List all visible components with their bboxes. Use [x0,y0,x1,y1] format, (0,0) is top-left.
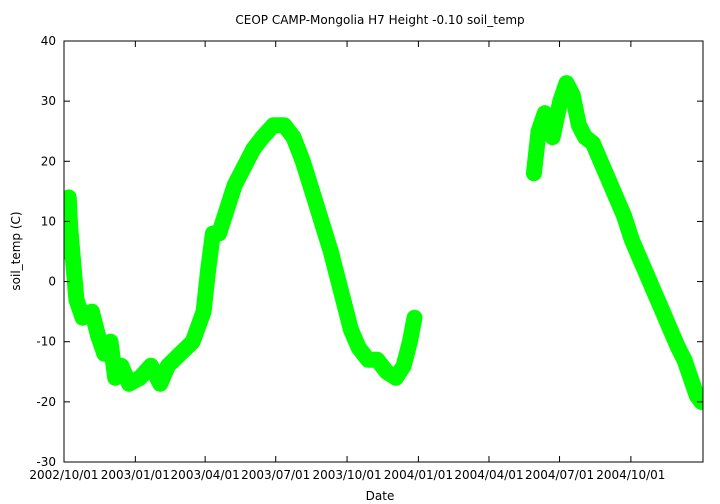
x-tick-label: 2004/01/01 [384,468,453,482]
plot-frame [63,40,704,463]
data-point [298,156,308,166]
data-point [68,259,78,268]
data-point [548,132,558,142]
y-tick-label: 20 [41,154,56,168]
data-point [410,313,419,323]
data-point [279,120,289,130]
data-point [239,162,249,172]
y-tick-label: -30 [36,455,56,469]
data-point [155,379,165,389]
data-point [399,361,409,371]
data-point [307,186,317,196]
data-layer [64,75,703,410]
x-tick-label: 2003/07/01 [241,468,310,482]
data-point [634,253,644,262]
data-point [99,349,109,359]
data-point [405,337,415,347]
data-point [110,373,120,383]
data-point [562,78,571,88]
data-point [332,271,342,281]
data-point [124,379,134,389]
data-point [203,265,213,274]
data-point [248,144,258,154]
data-point [289,132,298,142]
data-point [574,120,584,130]
data-point [627,235,637,244]
data-point [534,126,544,136]
data-point [135,373,145,383]
data-point [529,168,539,178]
y-tick-label: 0 [48,275,56,289]
data-point [106,337,115,347]
data-point [679,355,689,365]
data-point [391,373,401,383]
data-point [71,295,81,305]
y-tick-label: 40 [41,34,56,48]
data-point [65,222,75,232]
x-axis-label: Date [366,489,395,503]
data-point [363,355,373,365]
data-point [619,210,629,220]
data-point [658,307,668,317]
x-tick-label: 2004/04/01 [454,468,523,482]
data-point [568,90,578,100]
data-point [665,325,675,335]
data-point [268,120,278,130]
data-point [146,361,156,371]
data-point [650,289,660,299]
data-point [116,361,126,371]
data-point [93,331,103,341]
data-point [64,192,74,202]
data-point [346,325,356,335]
x-tick-label: 2003/01/01 [101,468,170,482]
y-tick-label: -10 [36,335,56,349]
data-point [208,229,218,238]
x-tick-label: 2003/04/01 [171,468,240,482]
data-point [588,138,598,148]
y-tick-label: 30 [41,94,56,108]
data-point [692,391,702,401]
data-point [230,180,240,190]
data-point [163,361,173,371]
y-tick-label: -20 [36,395,56,409]
data-point [686,373,696,383]
data-point [580,132,590,142]
x-tick-label: 2004/10/01 [596,468,665,482]
data-point [611,192,621,202]
data-point [338,295,348,305]
data-point [354,343,364,353]
data-point [175,349,185,359]
data-point [596,156,606,166]
x-tick-label: 2002/10/01 [29,468,98,482]
y-axis-label: soil_temp (C) [9,211,23,290]
data-point [540,108,550,118]
x-tick-label: 2003/10/01 [312,468,381,482]
data-point [258,132,267,142]
data-point [603,174,613,184]
data-point [78,313,88,323]
data-point [214,229,224,238]
data-point [326,247,336,256]
data-point [382,367,392,377]
data-point [188,337,198,347]
data-point [64,247,69,256]
data-point [642,271,652,281]
x-tick-label: 2004/07/01 [525,468,594,482]
data-point [673,343,683,353]
data-point [87,307,97,317]
chart-title: CEOP CAMP-Mongolia H7 Height -0.10 soil_… [235,13,524,27]
data-point [372,355,382,365]
y-tick-label: 10 [41,214,56,228]
series-group [64,75,703,410]
data-point [222,204,232,214]
data-point [317,216,326,226]
data-point [199,307,209,317]
data-point [555,96,565,106]
